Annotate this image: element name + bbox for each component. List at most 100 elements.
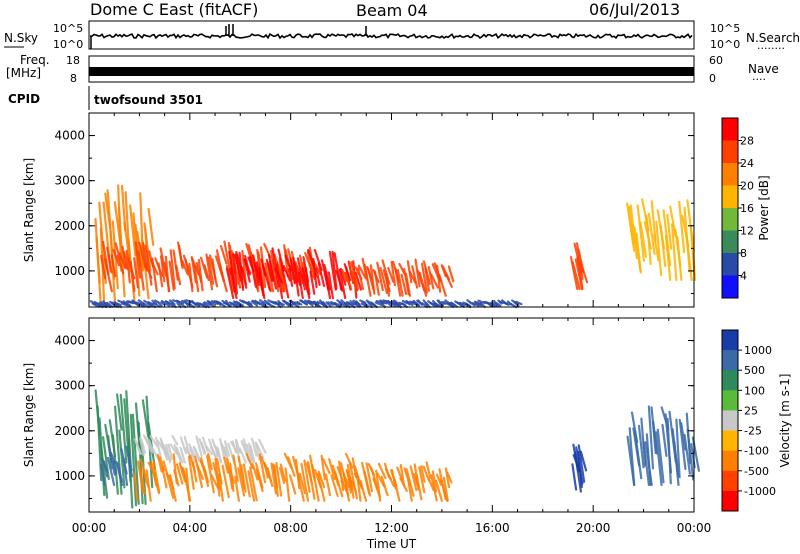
data-streak <box>354 271 362 291</box>
data-streak <box>152 302 161 308</box>
colorbar-tick-label: 25 <box>744 404 758 417</box>
data-streak <box>287 456 296 477</box>
data-streak <box>334 471 344 498</box>
data-streak <box>374 301 383 307</box>
data-streak <box>284 467 291 502</box>
data-streak <box>240 464 247 493</box>
data-streak <box>348 261 355 284</box>
data-streak <box>357 267 365 290</box>
data-streak <box>515 300 523 306</box>
data-streak <box>245 453 254 470</box>
data-streak <box>313 300 321 308</box>
colorbar-tick-label: 1000 <box>744 344 772 357</box>
data-streak <box>279 467 286 484</box>
data-streak <box>275 263 284 300</box>
data-streak <box>415 473 423 501</box>
data-streak <box>187 455 195 490</box>
data-streak <box>430 273 439 289</box>
data-streak <box>107 445 116 476</box>
data-streak <box>296 257 306 291</box>
data-streak <box>411 265 419 289</box>
y-tick-label: 4000 <box>54 334 85 348</box>
data-streak <box>407 480 413 502</box>
data-streak <box>399 464 406 487</box>
data-streak <box>380 475 389 497</box>
data-streak <box>147 207 155 246</box>
data-streak <box>259 299 266 305</box>
data-streak <box>129 260 136 293</box>
data-streak <box>149 435 159 447</box>
data-streak <box>503 301 510 306</box>
data-streak <box>176 302 182 309</box>
data-streak <box>670 223 678 281</box>
data-streak <box>238 447 247 464</box>
data-streak <box>420 262 428 294</box>
data-streak <box>418 466 426 494</box>
data-streak <box>225 267 235 300</box>
data-streak <box>251 462 259 481</box>
data-streak <box>134 241 142 279</box>
data-streak <box>219 438 226 460</box>
data-streak <box>363 470 372 497</box>
data-streak <box>247 470 256 502</box>
data-streak <box>156 453 163 473</box>
data-streak <box>353 302 361 308</box>
data-streak <box>628 427 636 486</box>
data-streak <box>258 453 267 484</box>
data-streak <box>325 301 332 308</box>
data-streak <box>433 302 443 309</box>
colorbar-segment <box>722 230 738 254</box>
data-streak <box>244 301 251 307</box>
y-tick-label: 1000 <box>54 264 85 278</box>
data-streak <box>243 258 251 283</box>
data-streak <box>170 302 177 309</box>
nave-label: Nave <box>748 62 779 76</box>
colorbar-segment <box>722 253 738 276</box>
data-streak <box>635 232 642 274</box>
colorbar-segment <box>722 208 738 231</box>
data-streak <box>300 463 310 502</box>
data-streak <box>685 235 693 281</box>
data-streak <box>686 428 695 481</box>
nsky-line <box>89 32 693 40</box>
data-streak <box>680 422 687 451</box>
data-streak <box>653 234 660 262</box>
y-tick-label: 4000 <box>54 129 85 143</box>
colorbar-segment <box>722 275 738 299</box>
data-streak <box>429 301 438 308</box>
data-streak <box>341 268 348 283</box>
data-streak <box>369 264 376 295</box>
colorbar-segment <box>722 140 738 164</box>
data-streak <box>99 442 109 499</box>
data-streak <box>133 472 139 502</box>
data-streak <box>151 257 158 293</box>
data-streak <box>298 472 307 495</box>
data-streak <box>664 235 672 281</box>
data-streak <box>367 301 373 309</box>
data-streak <box>165 472 175 499</box>
data-streak <box>435 473 443 486</box>
data-streak <box>654 431 663 486</box>
data-streak <box>169 443 179 456</box>
data-streak <box>303 459 311 493</box>
data-streak <box>125 301 132 308</box>
data-streak <box>195 435 203 458</box>
data-streak <box>425 461 432 480</box>
data-streak <box>160 300 170 307</box>
data-streak <box>169 474 177 502</box>
data-streak <box>377 462 387 480</box>
data-streak <box>328 458 336 481</box>
data-streak <box>231 440 238 454</box>
data-streak <box>125 249 131 284</box>
data-streak <box>357 264 367 279</box>
data-streak <box>296 300 303 306</box>
colorbar-segment <box>722 350 738 371</box>
freq-trace <box>89 67 694 76</box>
data-streak <box>205 253 214 291</box>
data-streak <box>178 244 184 267</box>
data-streak <box>486 302 493 308</box>
data-streak <box>471 302 480 307</box>
data-streak <box>138 302 145 308</box>
data-streak <box>102 460 109 478</box>
y-tick-label: 3000 <box>54 379 85 393</box>
